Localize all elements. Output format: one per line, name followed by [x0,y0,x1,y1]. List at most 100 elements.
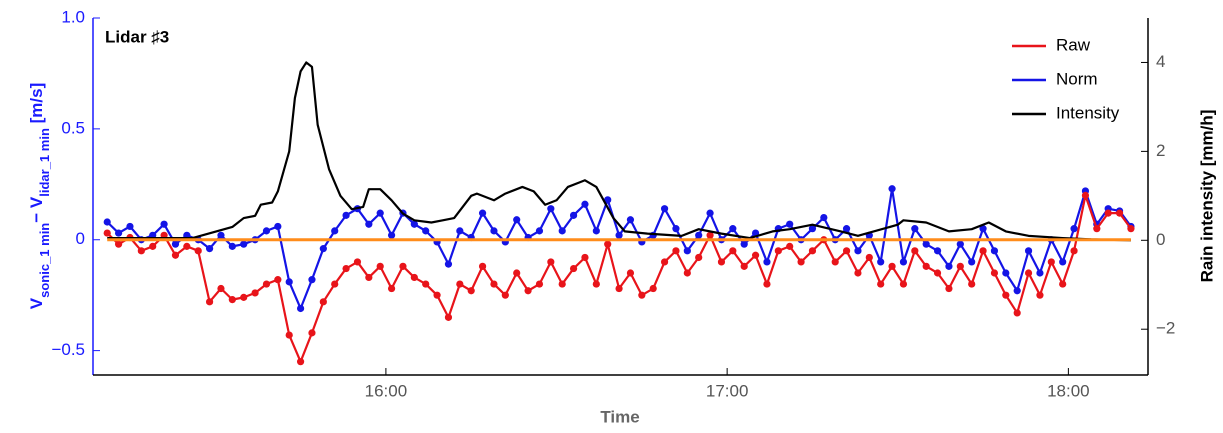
data-point [422,227,430,235]
data-point [444,260,453,268]
data-point [615,284,623,293]
data-point [911,247,919,255]
data-point [1059,258,1067,266]
data-point [842,225,851,233]
data-point [979,225,987,233]
data-point [1013,309,1021,317]
data-point [228,242,236,250]
data-point [786,242,794,250]
data-point [149,242,157,250]
data-point [933,269,942,277]
data-point [444,313,453,321]
data-point [217,284,225,293]
data-point [672,247,680,255]
data-point [558,227,566,235]
data-point [319,245,327,253]
data-point [547,258,555,266]
data-point [331,280,339,288]
x-tick-label: 16:00 [365,381,408,400]
data-point [660,205,669,213]
data-point [274,222,282,231]
data-point [194,247,202,255]
data-point [1115,209,1124,217]
data-point [410,220,418,228]
data-point [899,280,908,288]
legend-label: Intensity [1056,103,1120,122]
series-line [106,194,1132,363]
data-point [228,296,236,304]
x-tick-label: 18:00 [1047,381,1090,400]
data-point [911,225,919,233]
data-point [808,247,817,255]
y2-tick-label: −2 [1156,319,1175,338]
series-line [107,61,1131,242]
data-point [262,227,271,235]
data-point [114,240,123,248]
legend-label: Norm [1056,69,1098,88]
data-point [251,289,259,297]
data-point [331,227,339,235]
data-point [1047,258,1055,266]
data-point [592,280,600,288]
data-point [877,258,885,266]
data-point [877,280,885,288]
data-point [308,329,316,337]
y2-tick-label: 0 [1156,230,1165,249]
data-point [342,264,350,273]
data-point [842,247,851,255]
data-point [922,240,930,248]
data-point [513,269,521,277]
data-point [410,273,418,282]
data-point [990,247,999,255]
data-point [854,247,862,255]
data-point [319,298,327,306]
data-point [285,278,293,286]
data-point [433,291,441,299]
y-label-subscript: lidar_1 min [37,128,52,197]
y2-tick-label: 2 [1156,141,1165,160]
data-point [774,247,782,255]
data-point [1002,291,1010,299]
data-point [1070,247,1078,255]
data-point [1059,280,1067,288]
data-point [1024,269,1033,277]
data-point [456,227,464,235]
y-tick-label: 1.0 [61,7,85,26]
data-point [763,258,771,266]
data-point [649,284,657,293]
data-point [717,258,726,266]
data-point [968,258,976,266]
data-point [171,251,180,259]
data-point [581,253,589,262]
data-point [592,227,600,235]
data-point [569,211,578,219]
y-tick-label: 0 [76,229,85,248]
data-point [1104,209,1112,217]
data-point [274,276,282,284]
data-point [296,358,305,366]
y2-axis-label: Rain intensity [mm/h] [1197,110,1216,283]
data-point [945,284,953,293]
data-point [513,216,521,224]
data-point [740,262,748,270]
data-point [808,225,817,233]
data-point [240,293,248,301]
data-point [1002,269,1010,277]
data-point [626,216,635,224]
data-point [751,251,760,259]
data-point [171,240,180,248]
data-point [740,240,748,248]
data-point [945,262,953,270]
data-point [1070,225,1078,233]
data-point [467,287,475,295]
data-point [604,196,612,204]
data-point [137,247,145,255]
data-point [205,245,214,253]
data-point [399,262,407,270]
data-point [535,280,544,288]
data-point [990,269,999,277]
data-point [922,262,930,270]
x-axis-label: Time [600,407,639,426]
data-point [695,253,703,262]
